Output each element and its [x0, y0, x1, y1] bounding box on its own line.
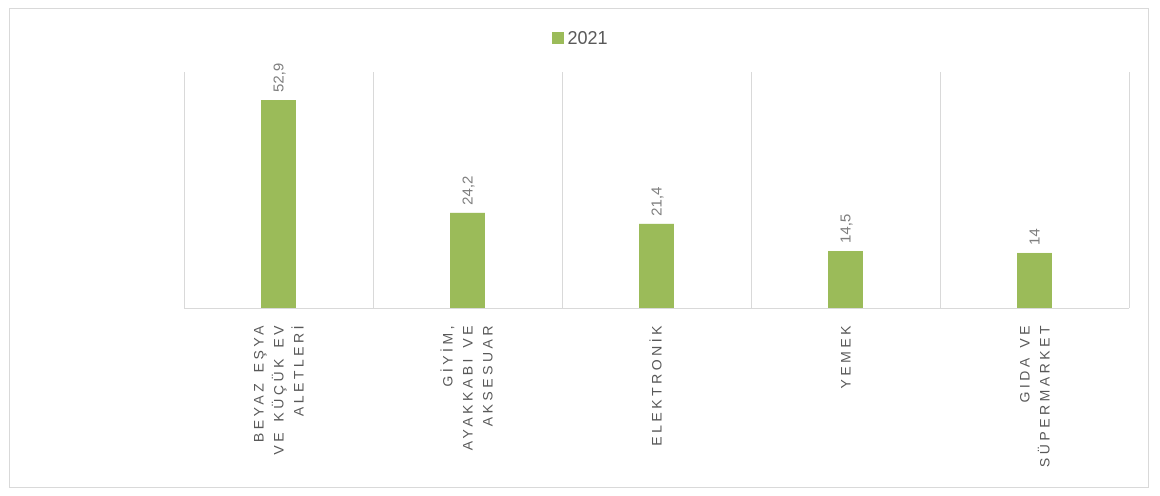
legend-swatch-2021 — [552, 32, 565, 44]
bar — [261, 100, 296, 308]
data-label: 21,4 — [649, 187, 666, 216]
chart-frame — [9, 8, 1149, 488]
category-tick-label: GİYİM, — [439, 322, 456, 387]
bar — [828, 250, 863, 308]
category-tick-label: BEYAZ EŞYA — [251, 322, 267, 442]
data-label: 24,2 — [460, 176, 477, 205]
data-label: 14,5 — [838, 214, 855, 243]
category-tick-label: GIDA VE — [1017, 322, 1033, 403]
data-label: 52,9 — [271, 63, 288, 92]
category-tick-label: AYAKKABI VE — [460, 322, 476, 450]
bar — [639, 223, 674, 308]
category-tick-label: AKSESUAR — [480, 322, 496, 426]
bar — [1017, 252, 1052, 308]
legend-label-2021: 2021 — [567, 28, 608, 48]
category-tick-label: VE KÜÇÜK EV — [270, 322, 287, 455]
category-tick-label: YEMEK — [838, 322, 854, 389]
category-tick-label: ELEKTRONİK — [648, 322, 665, 446]
bar — [450, 212, 485, 308]
data-label: 14 — [1027, 228, 1044, 245]
category-tick-label: ALETLERİ — [290, 322, 307, 416]
chart-legend: 2021 — [0, 28, 1160, 49]
category-tick-label: SÜPERMARKET — [1036, 322, 1053, 467]
